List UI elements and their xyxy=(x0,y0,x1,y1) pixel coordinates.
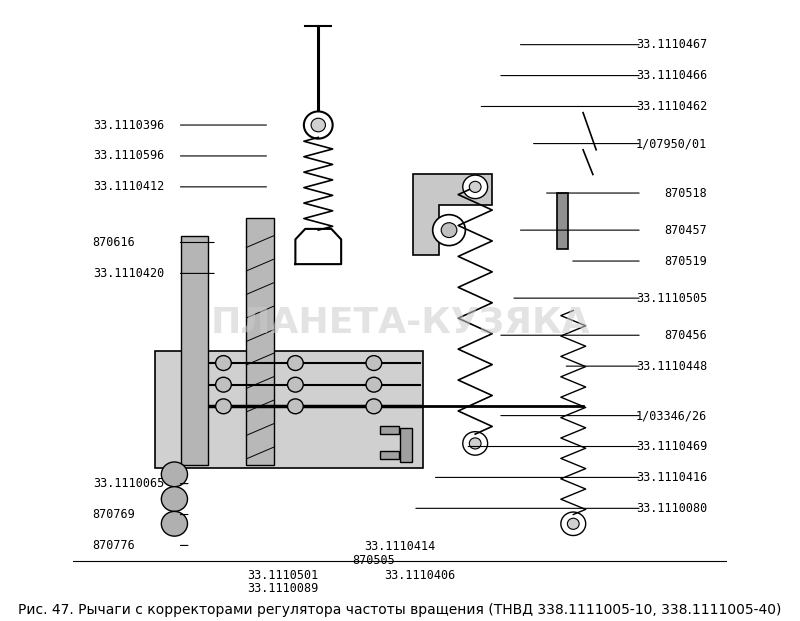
Circle shape xyxy=(287,356,303,371)
Text: 33.1110466: 33.1110466 xyxy=(636,69,707,82)
Text: 33.1110080: 33.1110080 xyxy=(636,502,707,515)
Circle shape xyxy=(162,487,187,512)
Circle shape xyxy=(470,438,481,449)
Circle shape xyxy=(366,378,382,392)
Circle shape xyxy=(441,223,457,238)
Circle shape xyxy=(304,111,333,138)
Circle shape xyxy=(462,432,488,455)
Text: 33.1110414: 33.1110414 xyxy=(364,540,436,553)
Circle shape xyxy=(561,512,586,535)
Circle shape xyxy=(287,378,303,392)
Text: 33.1110420: 33.1110420 xyxy=(93,267,164,280)
Circle shape xyxy=(162,512,187,536)
Text: 870457: 870457 xyxy=(665,224,707,237)
Circle shape xyxy=(162,462,187,487)
Circle shape xyxy=(216,356,231,371)
Polygon shape xyxy=(413,175,491,255)
Circle shape xyxy=(567,518,579,529)
Circle shape xyxy=(287,399,303,414)
Text: 33.1110065: 33.1110065 xyxy=(93,477,164,490)
Text: 33.1110448: 33.1110448 xyxy=(636,360,707,373)
Circle shape xyxy=(216,399,231,414)
Text: Рис. 47. Рычаги с корректорами регулятора частоты вращения (ТНВД 338.1111005-10,: Рис. 47. Рычаги с корректорами регулятор… xyxy=(18,602,782,617)
Text: 870456: 870456 xyxy=(665,329,707,342)
Text: 870519: 870519 xyxy=(665,255,707,268)
Circle shape xyxy=(433,215,466,245)
Bar xyxy=(400,428,412,462)
Circle shape xyxy=(366,356,382,371)
Bar xyxy=(380,451,398,459)
Text: 33.1110469: 33.1110469 xyxy=(636,440,707,453)
Circle shape xyxy=(311,118,326,132)
Text: 870769: 870769 xyxy=(93,508,135,521)
Text: 33.1110505: 33.1110505 xyxy=(636,292,707,305)
Text: 1/07950/01: 1/07950/01 xyxy=(636,137,707,150)
Text: 33.1110467: 33.1110467 xyxy=(636,38,707,51)
Circle shape xyxy=(366,399,382,414)
Text: 33.1110462: 33.1110462 xyxy=(636,100,707,113)
Bar xyxy=(557,193,568,248)
Circle shape xyxy=(470,181,481,193)
Text: 33.1110396: 33.1110396 xyxy=(93,119,164,132)
Text: 1/03346/26: 1/03346/26 xyxy=(636,409,707,422)
Text: 33.1110406: 33.1110406 xyxy=(384,569,455,582)
Text: 870505: 870505 xyxy=(353,555,395,568)
Circle shape xyxy=(462,175,488,199)
Text: 33.1110596: 33.1110596 xyxy=(93,150,164,163)
Text: ПЛАНЕТА-КУЗЯКА: ПЛАНЕТА-КУЗЯКА xyxy=(210,306,590,340)
Bar xyxy=(246,218,274,465)
Text: 870518: 870518 xyxy=(665,186,707,199)
Text: 33.1110412: 33.1110412 xyxy=(93,180,164,193)
Text: 870776: 870776 xyxy=(93,539,135,552)
Text: 33.1110501: 33.1110501 xyxy=(246,569,318,582)
FancyBboxPatch shape xyxy=(155,351,423,468)
Text: 33.1110416: 33.1110416 xyxy=(636,471,707,484)
Circle shape xyxy=(216,378,231,392)
Text: 33.1110089: 33.1110089 xyxy=(246,582,318,595)
Text: 870616: 870616 xyxy=(93,236,135,249)
Bar xyxy=(380,426,398,434)
Bar xyxy=(181,237,209,465)
